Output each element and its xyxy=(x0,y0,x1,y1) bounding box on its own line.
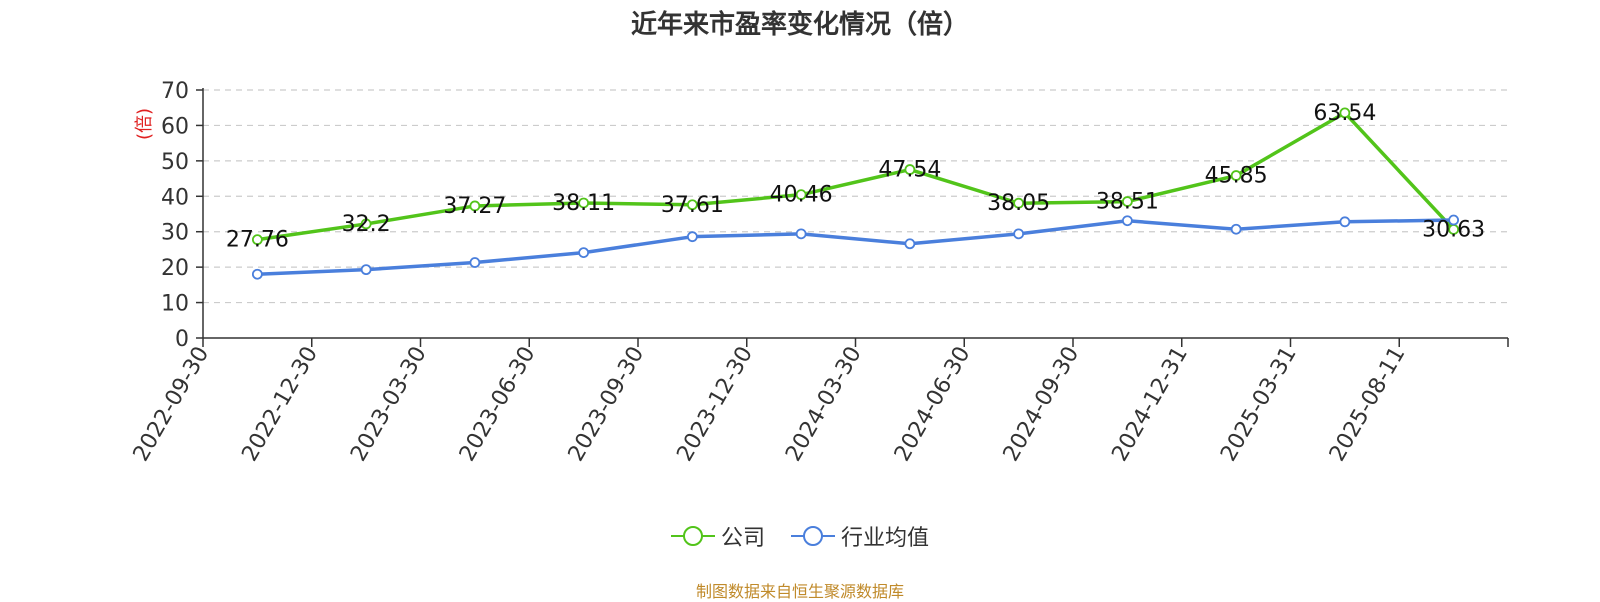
data-point xyxy=(1448,214,1460,226)
pe-ratio-line-chart: 0 10 20 30 40 50 60 70 (倍) 2022-09-30 2022-12-30 20… xyxy=(129,79,1509,466)
data-point xyxy=(469,257,481,268)
data-label: 38.51 xyxy=(1096,190,1159,215)
series-line-0 xyxy=(257,111,1455,242)
data-point xyxy=(1013,228,1025,240)
legend-item-company[interactable]: 公司 xyxy=(670,520,765,552)
data-point xyxy=(1013,197,1025,209)
legend-label-industry-average: 行业均值 xyxy=(841,526,930,551)
data-point xyxy=(795,228,807,240)
y-axis-title: (倍) xyxy=(134,108,155,140)
data-point xyxy=(251,234,263,246)
legend-line-circle-icon-green xyxy=(670,526,715,546)
x-tick-label: 2024-09-30 xyxy=(999,343,1085,466)
x-tick-label: 2024-12-31 xyxy=(1107,343,1193,466)
data-point xyxy=(904,164,916,175)
data-point xyxy=(686,199,698,211)
x-tick-label: 2024-03-30 xyxy=(781,343,867,466)
data-point xyxy=(1121,215,1133,227)
data-label: 30.63 xyxy=(1422,217,1485,242)
data-label: 37.27 xyxy=(443,194,506,219)
data-label: 37.61 xyxy=(661,193,724,218)
y-tick-label: 70 xyxy=(161,79,189,104)
data-point xyxy=(1339,107,1351,119)
x-tick-label: 2024-06-30 xyxy=(890,343,976,466)
y-tick-label: 30 xyxy=(161,221,189,246)
x-tick-label: 2022-09-30 xyxy=(129,343,215,466)
source-note: 制图数据来自恒生聚源数据库 xyxy=(695,582,904,601)
legend: 公司 行业均值 xyxy=(0,520,1600,552)
data-point xyxy=(1230,170,1242,181)
series-line-1 xyxy=(257,218,1454,276)
data-label: 27.76 xyxy=(226,228,289,253)
data-point xyxy=(251,268,263,280)
data-label: 63.54 xyxy=(1313,101,1376,126)
x-tick-label: 2022-12-30 xyxy=(237,343,323,466)
data-label: 38.11 xyxy=(552,191,615,216)
x-tick-label: 2025-03-31 xyxy=(1216,343,1302,466)
data-label: 38.05 xyxy=(987,191,1050,216)
y-tick-label: 20 xyxy=(161,256,189,281)
y-tick-label: 50 xyxy=(161,150,189,175)
data-label: 40.46 xyxy=(770,183,833,208)
legend-line-circle-icon-blue xyxy=(791,526,835,546)
series-lines xyxy=(251,107,1460,280)
x-tick-label: 2023-03-30 xyxy=(346,343,432,466)
x-tick-label: 2023-06-30 xyxy=(455,343,541,466)
data-label: 45.85 xyxy=(1205,164,1268,189)
data-point xyxy=(686,231,698,243)
data-label: 32.2 xyxy=(342,212,391,237)
legend-item-industry-average[interactable]: 行业均值 xyxy=(791,520,929,552)
data-point xyxy=(795,189,807,201)
x-tick-label: 2023-09-30 xyxy=(564,343,650,466)
data-point xyxy=(1339,216,1351,228)
x-tick-label: 2025-08-11 xyxy=(1325,343,1411,466)
y-tick-label: 40 xyxy=(161,185,189,210)
data-point xyxy=(578,247,590,259)
data-label: 47.54 xyxy=(878,158,941,183)
y-tick-label: 0 xyxy=(175,327,189,352)
data-point xyxy=(360,218,372,230)
data-labels: 27.76 32.2 37.27 38.11 37.61 40.46 47.54 38.05 3… xyxy=(226,101,1485,253)
y-tick-label: 60 xyxy=(161,114,189,139)
data-point xyxy=(1230,223,1242,235)
x-tick-label: 2023-12-30 xyxy=(672,343,758,466)
chart-title: 近年来市盈率变化情况（倍） xyxy=(630,10,969,40)
grid-lines xyxy=(203,89,1508,304)
data-point xyxy=(1121,196,1133,207)
y-tick-label: 10 xyxy=(161,292,189,317)
data-point xyxy=(578,197,590,209)
data-point xyxy=(469,200,481,212)
legend-label-company: 公司 xyxy=(720,526,765,551)
data-point xyxy=(360,264,372,276)
data-point xyxy=(904,238,916,250)
